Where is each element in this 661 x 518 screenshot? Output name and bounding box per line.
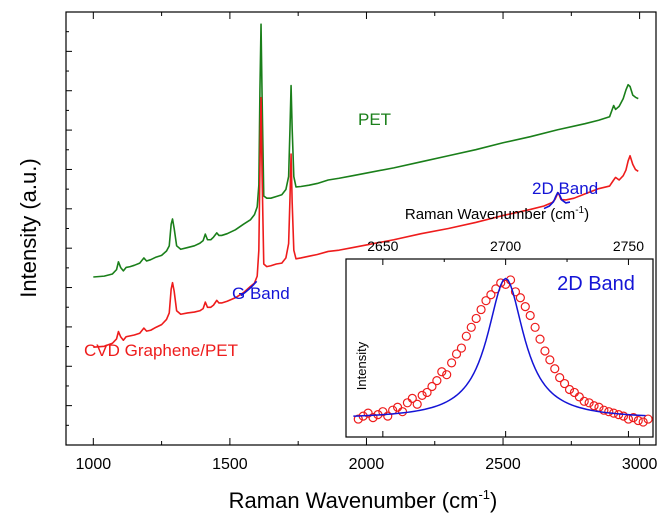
inset-data-point	[550, 364, 560, 374]
main-y-ticks	[66, 31, 72, 426]
main-x-tick-label: 3000	[622, 456, 658, 473]
series-line-g-band	[240, 280, 258, 297]
inset-x-tick-label: 2750	[613, 238, 644, 254]
main-x-tick-label: 1000	[76, 456, 112, 473]
inset-fit-curve	[353, 277, 646, 417]
series-line-pet	[93, 23, 639, 278]
inset-data-point	[422, 387, 432, 398]
main-x-tick-label: 2500	[485, 456, 521, 473]
inset-data-point	[451, 349, 462, 359]
inset-data-point	[456, 343, 467, 353]
inset-data-point	[530, 322, 540, 332]
inset-data-point	[476, 304, 486, 315]
main-x-tick-label: 1500	[212, 456, 248, 473]
inset-data-point	[579, 396, 589, 406]
pet-label: PET	[358, 110, 391, 129]
inset-data-point	[540, 346, 550, 356]
inset-x-axis-label: Raman Wavenumber (cm-1)	[405, 205, 589, 223]
inset-data-point	[535, 334, 545, 344]
main-x-axis-label: Raman Wavenumber (cm-1)	[229, 487, 498, 513]
inset-data-point	[432, 376, 442, 386]
inset-x-tick-label: 2650	[367, 238, 398, 254]
inset-data-point	[447, 358, 457, 368]
inset-data-point	[407, 393, 417, 403]
inset-data-point	[638, 417, 648, 427]
main-x-tick-label: 2000	[349, 456, 385, 473]
inset-data-point	[466, 322, 476, 332]
main-y-axis-label: Intensity (a.u.)	[16, 158, 41, 297]
inset-data-point	[442, 370, 452, 380]
inset-data-point	[618, 411, 629, 421]
inset-data-point	[599, 405, 609, 415]
inset-data-point	[555, 373, 565, 383]
inset-data-point	[584, 398, 594, 408]
inset-data-point	[412, 399, 422, 409]
inset-data-point	[589, 401, 599, 411]
inset-data-point	[368, 413, 378, 423]
inset-points-group	[353, 275, 653, 427]
inset-data-point	[353, 414, 363, 424]
inset-data-point	[545, 355, 555, 365]
inset-data-point	[633, 415, 643, 426]
inset-data-point	[481, 296, 491, 306]
inset-data-point	[417, 390, 427, 400]
inset-fit-group	[353, 277, 646, 417]
inset-data-point	[510, 287, 521, 297]
inset-data-point	[515, 293, 525, 303]
inset-data-point	[643, 414, 653, 424]
inset-data-point	[437, 367, 447, 377]
inset-data-point	[461, 331, 471, 341]
inset-y-axis-label: Intensity	[354, 341, 369, 390]
inset-data-point	[628, 413, 638, 423]
2d-band-label: 2D Band	[532, 179, 598, 198]
main-x-ticks: 1000 1500 2000 2500 3000	[76, 12, 658, 473]
inset-data-point	[520, 302, 530, 312]
inset-data-point	[383, 411, 393, 421]
main-series-group	[93, 23, 639, 348]
inset-x-ticks: 2650 2700 2750	[367, 238, 644, 437]
g-band-label: G Band	[232, 284, 290, 303]
inset-data-point	[486, 290, 496, 300]
inset-data-point	[564, 384, 575, 395]
inset-data-point	[525, 310, 535, 321]
inset-title: 2D Band	[557, 273, 635, 295]
inset-data-point	[559, 378, 570, 389]
series-line-2d-band	[543, 191, 571, 210]
inset-data-point	[471, 313, 481, 324]
cvd-graphene-label: CVD Graphene/PET	[84, 341, 238, 360]
inset-x-tick-label: 2700	[490, 238, 521, 254]
inset-data-point	[427, 381, 437, 392]
